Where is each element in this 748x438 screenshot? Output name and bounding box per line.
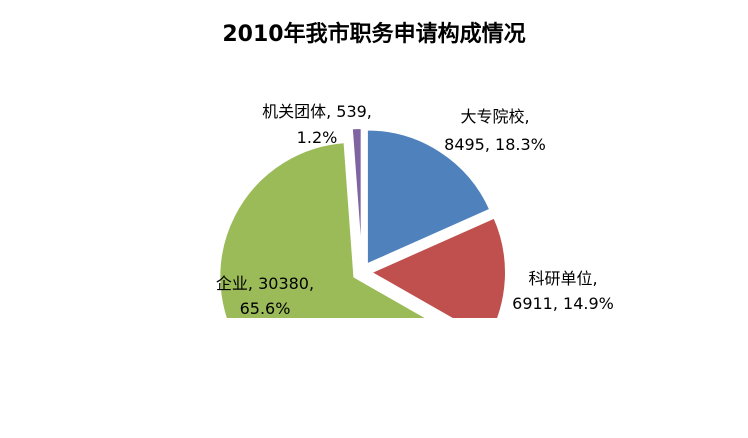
label-jiguan-line1: 机关团体, 539, xyxy=(262,102,372,121)
label-daz-line1: 大专院校, xyxy=(460,107,529,126)
slice-dazhuan xyxy=(365,128,492,266)
label-qiye-line1: 企业, 30380, xyxy=(216,274,314,293)
chart-title: 2010年我市职务申请构成情况 xyxy=(222,22,526,47)
label-jiguan-line2: 1.2% xyxy=(297,128,338,147)
plot-clip-mask xyxy=(0,318,748,438)
data-labels: 大专院校, 8495, 18.3% 科研单位, 6911, 14.9% 企业, … xyxy=(216,102,614,318)
slice-jiguan xyxy=(350,127,363,264)
label-daz-line2: 8495, 18.3% xyxy=(444,135,546,154)
label-keyan-line2: 6911, 14.9% xyxy=(512,294,614,313)
label-keyan-line1: 科研单位, xyxy=(528,269,597,288)
label-qiye-line2: 65.6% xyxy=(240,299,291,318)
